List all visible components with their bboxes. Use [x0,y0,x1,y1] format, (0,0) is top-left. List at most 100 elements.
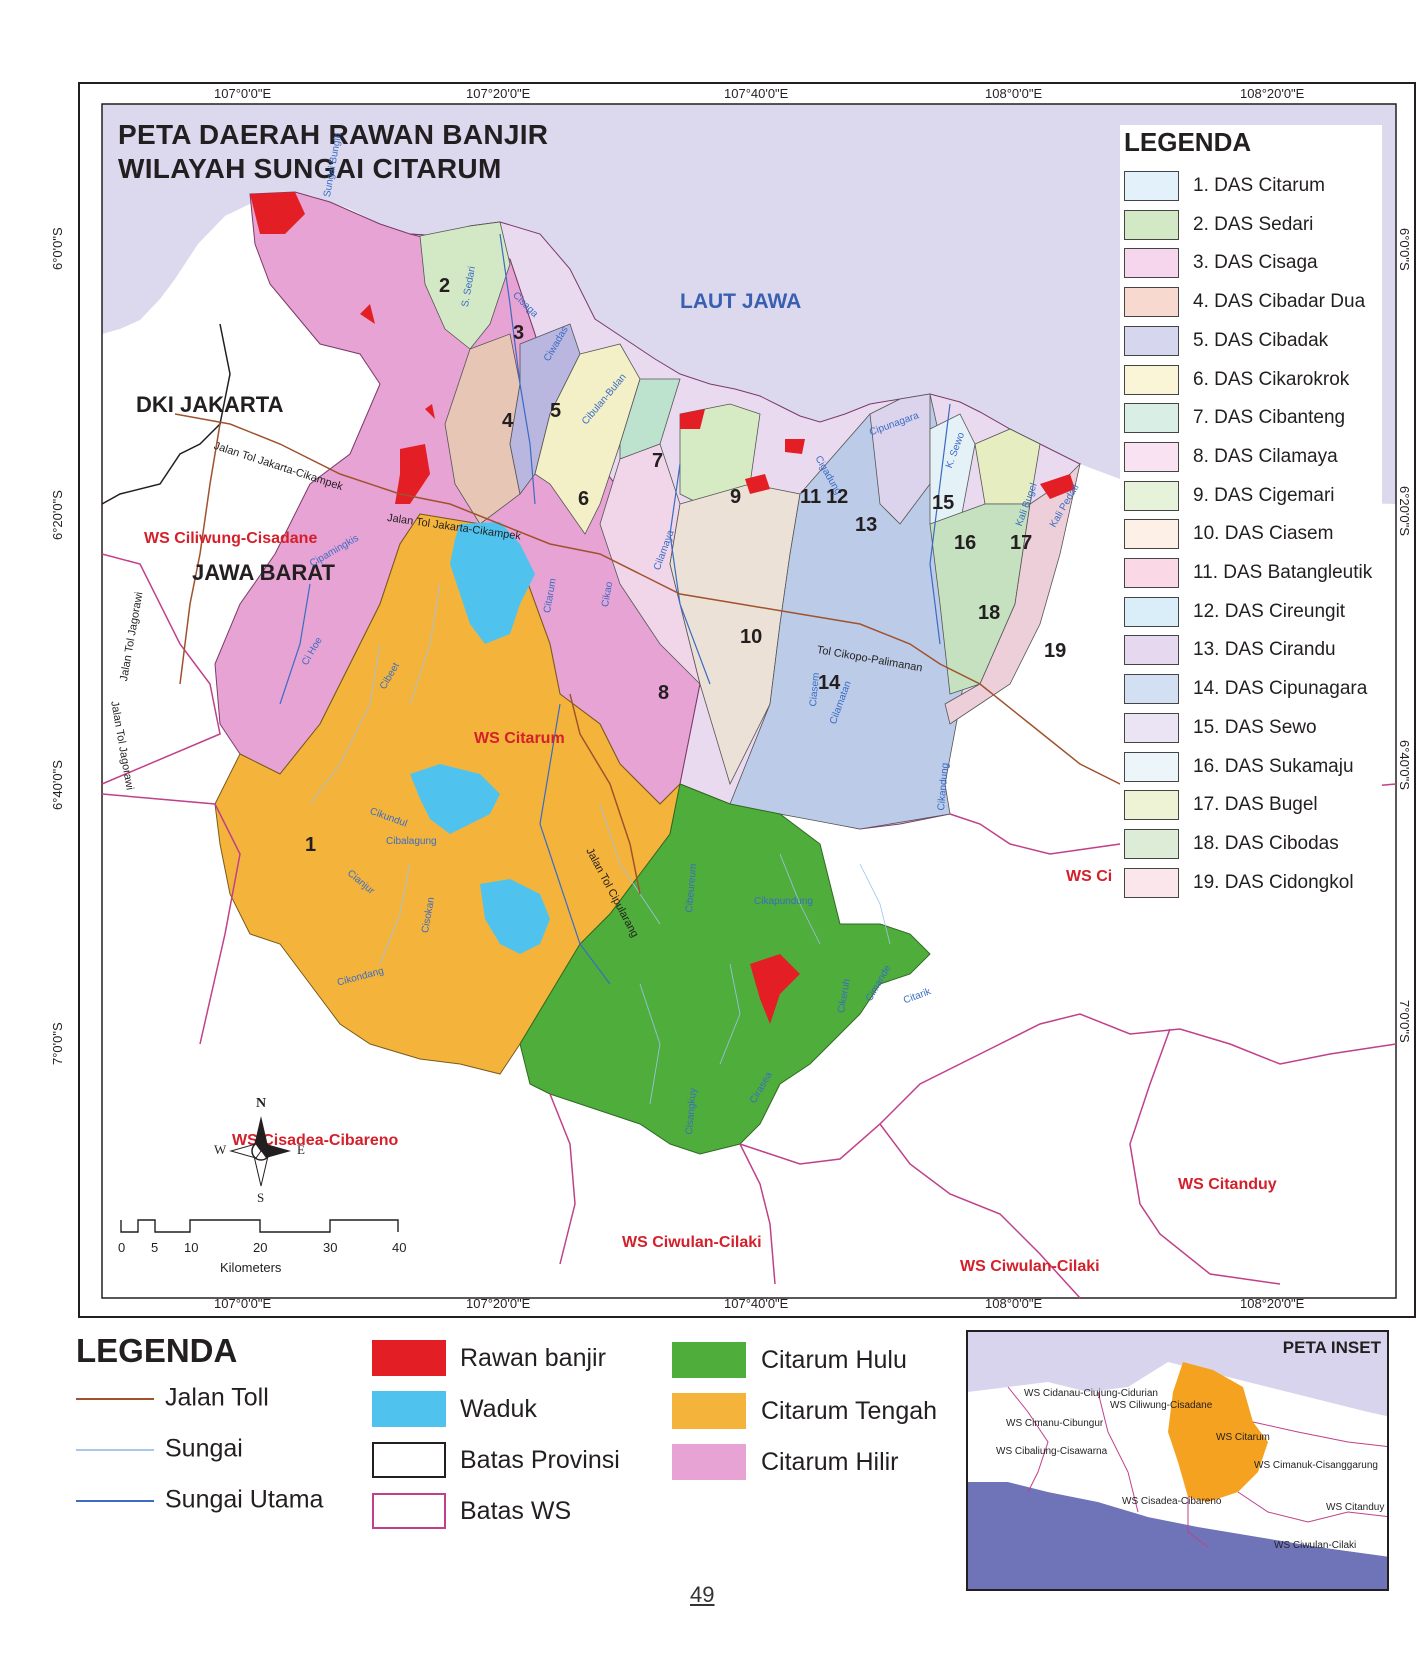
das-legend-item: 13. DAS Cirandu [1124,635,1336,666]
scale-tick-10: 10 [184,1240,199,1255]
map-title: PETA DAERAH RAWAN BANJIR WILAYAH SUNGAI … [118,118,548,186]
coord-bottom-3: 107°40'0"E [724,1296,789,1311]
das-2 [419,221,511,350]
das-legend-swatch [1124,248,1179,279]
das-16 [929,413,976,525]
legend-line-sungai [76,1449,154,1451]
legend-line-sungai-utama [76,1500,154,1502]
inset-label-cisadea: WS Cisadea-Cibareno [1122,1496,1222,1507]
legend-label-sungai-utama: Sungai Utama [165,1485,324,1514]
ws-label-cisadea: WS Cisadea-Cibareno [232,1132,399,1149]
inset-label-cidanau: WS Cidanau-Ciujung-Cidurian [1024,1388,1158,1399]
scale-bar: 0 5 10 20 30 40 Kilometers [118,1218,408,1278]
coord-top-4: 108°0'0"E [985,86,1043,101]
legend-label-batas-provinsi: Batas Provinsi [460,1446,620,1474]
das-legend-swatch [1124,751,1179,782]
coord-right-2: 6°20'0"S [1397,486,1412,536]
coord-left-2: 6°20'0"S [50,490,65,540]
ws-label-ciwulan-1: WS Ciwulan-Cilaki [622,1234,762,1251]
das-legend-label: 14. DAS Cipunagara [1193,678,1368,700]
das-legend: LEGENDA 1. DAS Citarum 2. DAS Sedari 3. DA… [1120,125,1382,910]
das-number-17: 17 [1010,532,1033,554]
province-boundary [101,323,231,505]
inset-label-cibaliung: WS Cibaliung-Cisawarna [996,1446,1108,1457]
das-number-14: 14 [818,672,841,694]
das-legend-label: 15. DAS Sewo [1193,716,1317,738]
coord-bottom-1: 107°0'0"E [214,1296,272,1311]
legend-box-rawan-banjir [372,1340,446,1376]
das-number-19: 19 [1044,640,1067,662]
inset-map: PETA INSET WS Cidanau-Ciujung-Cidurian W… [966,1330,1389,1591]
das-legend-swatch [1124,364,1179,395]
ws-label-citanduy: WS Citanduy [1178,1176,1277,1193]
das-number-12: 12 [826,486,849,508]
legend-box-waduk [372,1391,446,1427]
das-legend-label: 17. DAS Bugel [1193,794,1318,816]
das-legend-title: LEGENDA [1124,127,1252,157]
das-legend-item: 2. DAS Sedari [1124,209,1314,240]
das-legend-label: 9. DAS Cigemari [1193,484,1335,506]
das-legend-swatch [1124,403,1179,434]
inset-citarum-area [1168,1362,1268,1502]
das-legend-label: 19. DAS Cidongkol [1193,871,1354,893]
das-legend-item: 10. DAS Ciasem [1124,519,1333,550]
das-legend-swatch [1124,519,1179,550]
das-legend-item: 1. DAS Citarum [1124,171,1325,201]
coord-bottom-2: 107°20'0"E [466,1296,531,1311]
das-legend-label: 16. DAS Sukamaju [1193,755,1354,777]
das-legend-item: 15. DAS Sewo [1124,712,1317,743]
coord-right-4: 7°0'0"S [1397,1000,1412,1043]
das-legend-item: 3. DAS Cisaga [1124,248,1318,279]
coord-right-1: 6°0'0"S [1397,228,1412,271]
minor-rivers [309,583,891,1105]
das-legend-swatch [1124,480,1179,511]
main-legend-title: LEGENDA [76,1332,238,1369]
coord-left-4: 7°0'0"S [50,1022,65,1065]
das-legend-swatch [1124,558,1179,588]
das-number-3: 3 [513,322,525,344]
das-legend-label: 3. DAS Cisaga [1193,252,1318,274]
inset-label-citarum: WS Citarum [1216,1432,1270,1443]
das-legend-item: 16. DAS Sukamaju [1124,751,1354,782]
das-legend-label: 1. DAS Citarum [1193,175,1325,196]
das-legend-label: 18. DAS Cibodas [1193,832,1339,854]
das-legend-label: 2. DAS Sedari [1193,213,1314,235]
ws-label-ciliwung: WS Ciliwung-Cisadane [144,530,318,547]
coord-top-1: 107°0'0"E [214,86,272,101]
legend-label-sungai: Sungai [165,1434,243,1463]
map-title-line1: PETA DAERAH RAWAN BANJIR [118,119,549,150]
das-legend-label: 12. DAS Cireungit [1193,600,1346,622]
das-number-9: 9 [730,486,742,508]
das-number-13: 13 [855,514,878,536]
main-rivers [279,233,951,985]
das-legend-label: 13. DAS Cirandu [1193,639,1336,661]
das-legend-swatch [1124,441,1179,472]
inset-title: PETA INSET [1282,1338,1381,1357]
citarum-hulu-area [519,783,931,1155]
das-legend-swatch [1124,828,1179,859]
das-number-11: 11 [800,486,822,508]
inset-label-cimanuk: WS Cimanuk-Cisanggarung [1254,1460,1378,1471]
legend-label-citarum-hulu: Citarum Hulu [761,1346,907,1374]
das-legend-label: 4. DAS Cibadar Dua [1193,291,1366,313]
map-title-line2: WILAYAH SUNGAI CITARUM [118,153,502,184]
reservoir-jatiluhur [450,522,535,644]
scale-tick-20: 20 [253,1240,268,1255]
das-legend-item: 7. DAS Cibanteng [1124,403,1345,434]
ws-label-cimanuk-partial: WS Ci [1066,868,1113,885]
das-legend-item: 8. DAS Cilamaya [1124,441,1338,472]
das-number-10: 10 [740,626,763,648]
legend-label-citarum-tengah: Citarum Tengah [761,1397,938,1425]
legend-label-citarum-hilir: Citarum Hilir [761,1448,899,1476]
coord-top-5: 108°20'0"E [1240,86,1305,101]
coord-left-1: 6°0'0"S [50,227,65,270]
das-legend-item: 18. DAS Cibodas [1124,828,1339,859]
das-number-7: 7 [652,450,664,472]
legend-box-citarum-hulu [672,1342,746,1378]
coord-bottom-5: 108°20'0"E [1240,1296,1305,1311]
java-sea [102,104,1396,504]
compass-w: W [214,1142,227,1157]
das-legend-item: 4. DAS Cibadar Dua [1124,287,1366,318]
river-label-cibalagung: Cibalagung [386,836,437,847]
legend-label-batas-ws: Batas WS [460,1497,572,1525]
